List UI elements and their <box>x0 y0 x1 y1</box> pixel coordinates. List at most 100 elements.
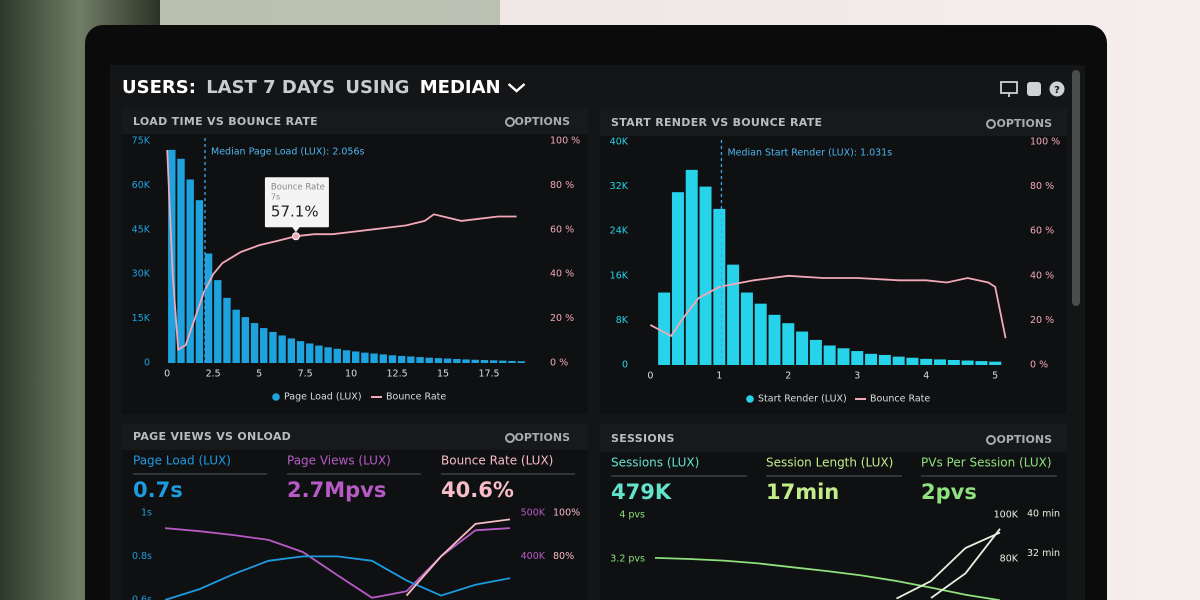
histogram-bar <box>508 360 516 363</box>
y2-tick-label: 400K <box>521 551 546 562</box>
y-tick-label: 4 pvs <box>619 510 645 521</box>
help-icon[interactable] <box>1049 81 1065 97</box>
metric-label: Sessions (LUX) <box>611 456 699 470</box>
y2-tick-label: 100K <box>994 510 1019 521</box>
y-tick-label: 1s <box>141 507 152 518</box>
y2-tick-label: 500K <box>521 507 546 518</box>
y3-tick-label: 40 min <box>1027 508 1060 519</box>
x-tick-label: 5 <box>256 369 262 380</box>
x-tick-label: 3 <box>854 371 860 382</box>
y2-tick-label: 0 % <box>1030 360 1048 371</box>
metric-value: 0.7s <box>133 478 183 502</box>
panel-title: START RENDER VS BOUNCE RATE <box>611 116 822 129</box>
y-tick-label: 32K <box>610 181 629 192</box>
histogram-bar <box>934 359 947 365</box>
metric-value: 17min <box>766 480 839 504</box>
histogram-bar <box>443 358 452 363</box>
histogram-bar <box>685 169 698 365</box>
histogram-bar <box>361 352 369 363</box>
y2-tick-label: 100 % <box>550 136 580 147</box>
options-button[interactable]: OPTIONS <box>515 115 571 128</box>
x-tick-label: 15 <box>437 369 449 380</box>
title-part[interactable]: LAST 7 DAYS <box>206 77 335 98</box>
histogram-bar <box>416 357 424 363</box>
legend-label: Start Render (LUX) <box>758 394 847 405</box>
histogram-bar <box>906 357 919 365</box>
y2-tick-label: 40 % <box>1030 270 1054 281</box>
histogram-bar <box>782 323 795 365</box>
gear-icon <box>986 119 996 129</box>
title-part[interactable]: MEDIAN <box>420 77 501 98</box>
histogram-bar <box>796 331 809 365</box>
x-tick-label: 5 <box>992 371 998 382</box>
y2-tick-label: 80K <box>1000 554 1019 565</box>
help-icon-glyph: ? <box>1054 85 1060 96</box>
histogram-bar <box>324 347 332 363</box>
share-icon[interactable] <box>1027 82 1041 96</box>
histogram-bar <box>186 179 194 363</box>
histogram-bar <box>315 345 323 363</box>
histogram-bar <box>727 264 740 365</box>
histogram-bar <box>351 351 360 363</box>
panel-title: SESSIONS <box>611 432 675 445</box>
y-tick-label: 16K <box>610 270 629 281</box>
y-tick-label: 60K <box>132 180 151 191</box>
y3-tick-label: 32 min <box>1027 548 1060 559</box>
y-tick-label: 0.8s <box>132 551 152 562</box>
metric-value: 40.6% <box>441 478 514 502</box>
y3-tick-label: 80% <box>553 551 574 562</box>
histogram-bar <box>480 360 489 363</box>
series-line <box>896 531 1001 600</box>
metric-label: Page Load (LUX) <box>133 454 231 468</box>
options-button[interactable]: OPTIONS <box>997 117 1053 130</box>
histogram-bar <box>499 360 507 363</box>
tooltip-subtitle: 7s <box>271 193 280 202</box>
y-tick-label: 0 <box>144 358 150 369</box>
series-line <box>405 518 511 597</box>
panel-title: LOAD TIME VS BOUNCE RATE <box>133 115 318 128</box>
y3-tick-label: 100% <box>553 507 580 518</box>
histogram-bar <box>278 335 286 363</box>
histogram-bar <box>388 355 397 363</box>
histogram-bar <box>462 359 470 363</box>
series-line <box>930 528 1001 599</box>
median-label: Median Start Render (LUX): 1.031s <box>727 148 892 159</box>
y-tick-label: 8K <box>616 315 629 326</box>
tooltip-tail <box>291 226 300 233</box>
histogram-bar <box>223 297 231 363</box>
x-tick-label: 4 <box>923 371 929 382</box>
histogram-bar <box>892 356 905 365</box>
histogram-bar <box>754 303 767 365</box>
legend-swatch <box>272 393 280 401</box>
x-tick-label: 1 <box>716 371 722 382</box>
panel-header <box>122 424 588 450</box>
scrollbar[interactable] <box>1072 70 1080 306</box>
histogram-bar <box>214 280 222 363</box>
panel-header <box>600 108 1067 136</box>
options-button[interactable]: OPTIONS <box>997 433 1053 446</box>
histogram-bar <box>296 341 305 363</box>
histogram-bar <box>878 354 891 365</box>
header-icons: ? <box>1000 81 1065 97</box>
y2-tick-label: 0 % <box>550 358 568 369</box>
histogram-bar <box>370 353 378 363</box>
histogram-bar <box>975 361 988 365</box>
histogram-bar <box>961 360 974 365</box>
y2-tick-label: 80 % <box>550 180 574 191</box>
metric-label: Session Length (LUX) <box>766 456 893 470</box>
metric-label: Bounce Rate (LUX) <box>441 454 553 468</box>
x-tick-label: 2.5 <box>206 369 221 380</box>
dropdown-chevron[interactable] <box>507 83 526 93</box>
tooltip <box>264 177 329 228</box>
title-part: USERS: <box>122 77 196 98</box>
metric-label: Page Views (LUX) <box>287 454 391 468</box>
panel-header <box>122 108 588 134</box>
options-button[interactable]: OPTIONS <box>515 431 571 444</box>
y-tick-label: 0 <box>622 360 628 371</box>
histogram-bar <box>517 361 525 363</box>
y2-tick-label: 40 % <box>550 269 574 280</box>
histogram-bar <box>195 200 204 363</box>
histogram-bar <box>947 359 960 365</box>
